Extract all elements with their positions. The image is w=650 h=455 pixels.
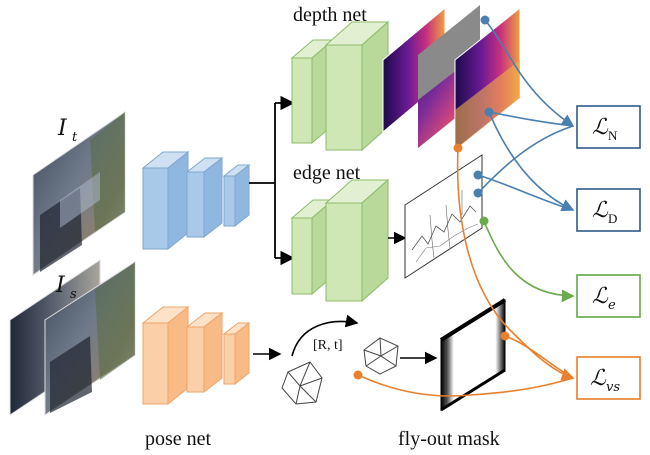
- depth-output-maps: [383, 5, 520, 150]
- loss-edge-box: ℒ e: [577, 275, 640, 317]
- target-image-subscript: t: [72, 130, 78, 145]
- loss-normal-sub: N: [608, 128, 618, 143]
- edge-loss-arrow: [484, 221, 573, 296]
- flyout-mask-label: fly-out mask: [398, 428, 500, 450]
- source-images: [10, 260, 135, 415]
- camera-frustum-source: [282, 362, 322, 404]
- loss-edge-symbol: ℒ: [592, 284, 609, 309]
- edge-net-label: edge net: [293, 162, 361, 184]
- target-image: [33, 112, 125, 275]
- shared-encoder: [143, 152, 249, 249]
- pose-node-vs: [354, 371, 363, 380]
- loss-edge-sub: e: [608, 298, 616, 313]
- loss-vs-box: ℒ vs: [577, 357, 640, 399]
- depth-loss-arrow-b: [478, 175, 573, 210]
- loss-vs-symbol: ℒ: [590, 366, 607, 391]
- loss-depth-box: ℒ D: [577, 189, 640, 231]
- edge-decoder: [292, 180, 388, 301]
- loss-depth-symbol: ℒ: [592, 198, 609, 223]
- pose-net-label: pose net: [145, 428, 212, 450]
- pose-network: [143, 307, 249, 404]
- edge-map-node-normal: [474, 189, 483, 198]
- normal-loss-arrow-c: [478, 126, 573, 193]
- loss-normal-symbol: ℒ: [592, 115, 609, 140]
- target-image-label: I: [57, 116, 68, 141]
- edge-map-node-depth: [474, 171, 483, 180]
- rt-label: [R, t]: [313, 338, 343, 353]
- loss-normal-box: ℒ N: [577, 106, 640, 148]
- encoder-split-arrows: [249, 103, 293, 258]
- edge-map-node-edge: [480, 217, 489, 226]
- mask-node-vs: [501, 332, 510, 341]
- source-image-label: I: [55, 273, 66, 298]
- depth-net-label: depth net: [293, 4, 367, 26]
- depth-decoder: [292, 22, 388, 150]
- camera-frustum-target: [364, 338, 398, 374]
- depth-map-node: [481, 16, 490, 25]
- loss-depth-sub: D: [608, 211, 617, 226]
- normal-loss-arrow-b: [489, 112, 573, 126]
- loss-vs-sub: vs: [606, 380, 620, 395]
- source-image-subscript: s: [70, 287, 77, 302]
- depth-map-node-vs: [454, 144, 463, 153]
